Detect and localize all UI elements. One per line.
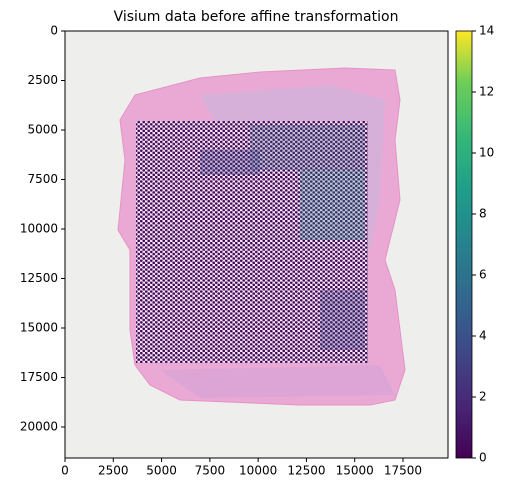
y-tick-label: 10000 <box>20 222 58 236</box>
x-tick-label: 10000 <box>239 464 277 478</box>
axes-frame <box>64 30 449 459</box>
y-tick-label: 7500 <box>27 172 58 186</box>
y-tick-label: 17500 <box>20 370 58 384</box>
y-tick-label: 0 <box>50 24 58 38</box>
plot-image <box>65 31 448 458</box>
y-tick-label: 5000 <box>27 123 58 137</box>
colorbar-tick-label: 10 <box>479 146 494 160</box>
x-tick-label: 5000 <box>146 464 177 478</box>
x-tick-label: 7500 <box>195 464 226 478</box>
x-tick-label: 2500 <box>98 464 129 478</box>
colorbar-tick-label: 14 <box>479 24 494 38</box>
colorbar-tick-label: 0 <box>479 451 487 465</box>
colorbar-tick-label: 2 <box>479 390 487 404</box>
colorbar <box>455 30 473 459</box>
x-tick-label: 12500 <box>287 464 325 478</box>
colorbar-tick-label: 8 <box>479 207 487 221</box>
y-tick-label: 15000 <box>20 321 58 335</box>
y-tick-label: 2500 <box>27 73 58 87</box>
x-tick-label: 17500 <box>384 464 422 478</box>
y-tick-label: 12500 <box>20 271 58 285</box>
chart-title: Visium data before affine transformation <box>114 9 399 25</box>
x-tick-label: 15000 <box>336 464 374 478</box>
y-tick-label: 20000 <box>20 420 58 434</box>
x-tick-label: 0 <box>61 464 69 478</box>
colorbar-tick-label: 4 <box>479 329 487 343</box>
colorbar-tick-label: 6 <box>479 268 487 282</box>
colorbar-tick-label: 12 <box>479 85 494 99</box>
